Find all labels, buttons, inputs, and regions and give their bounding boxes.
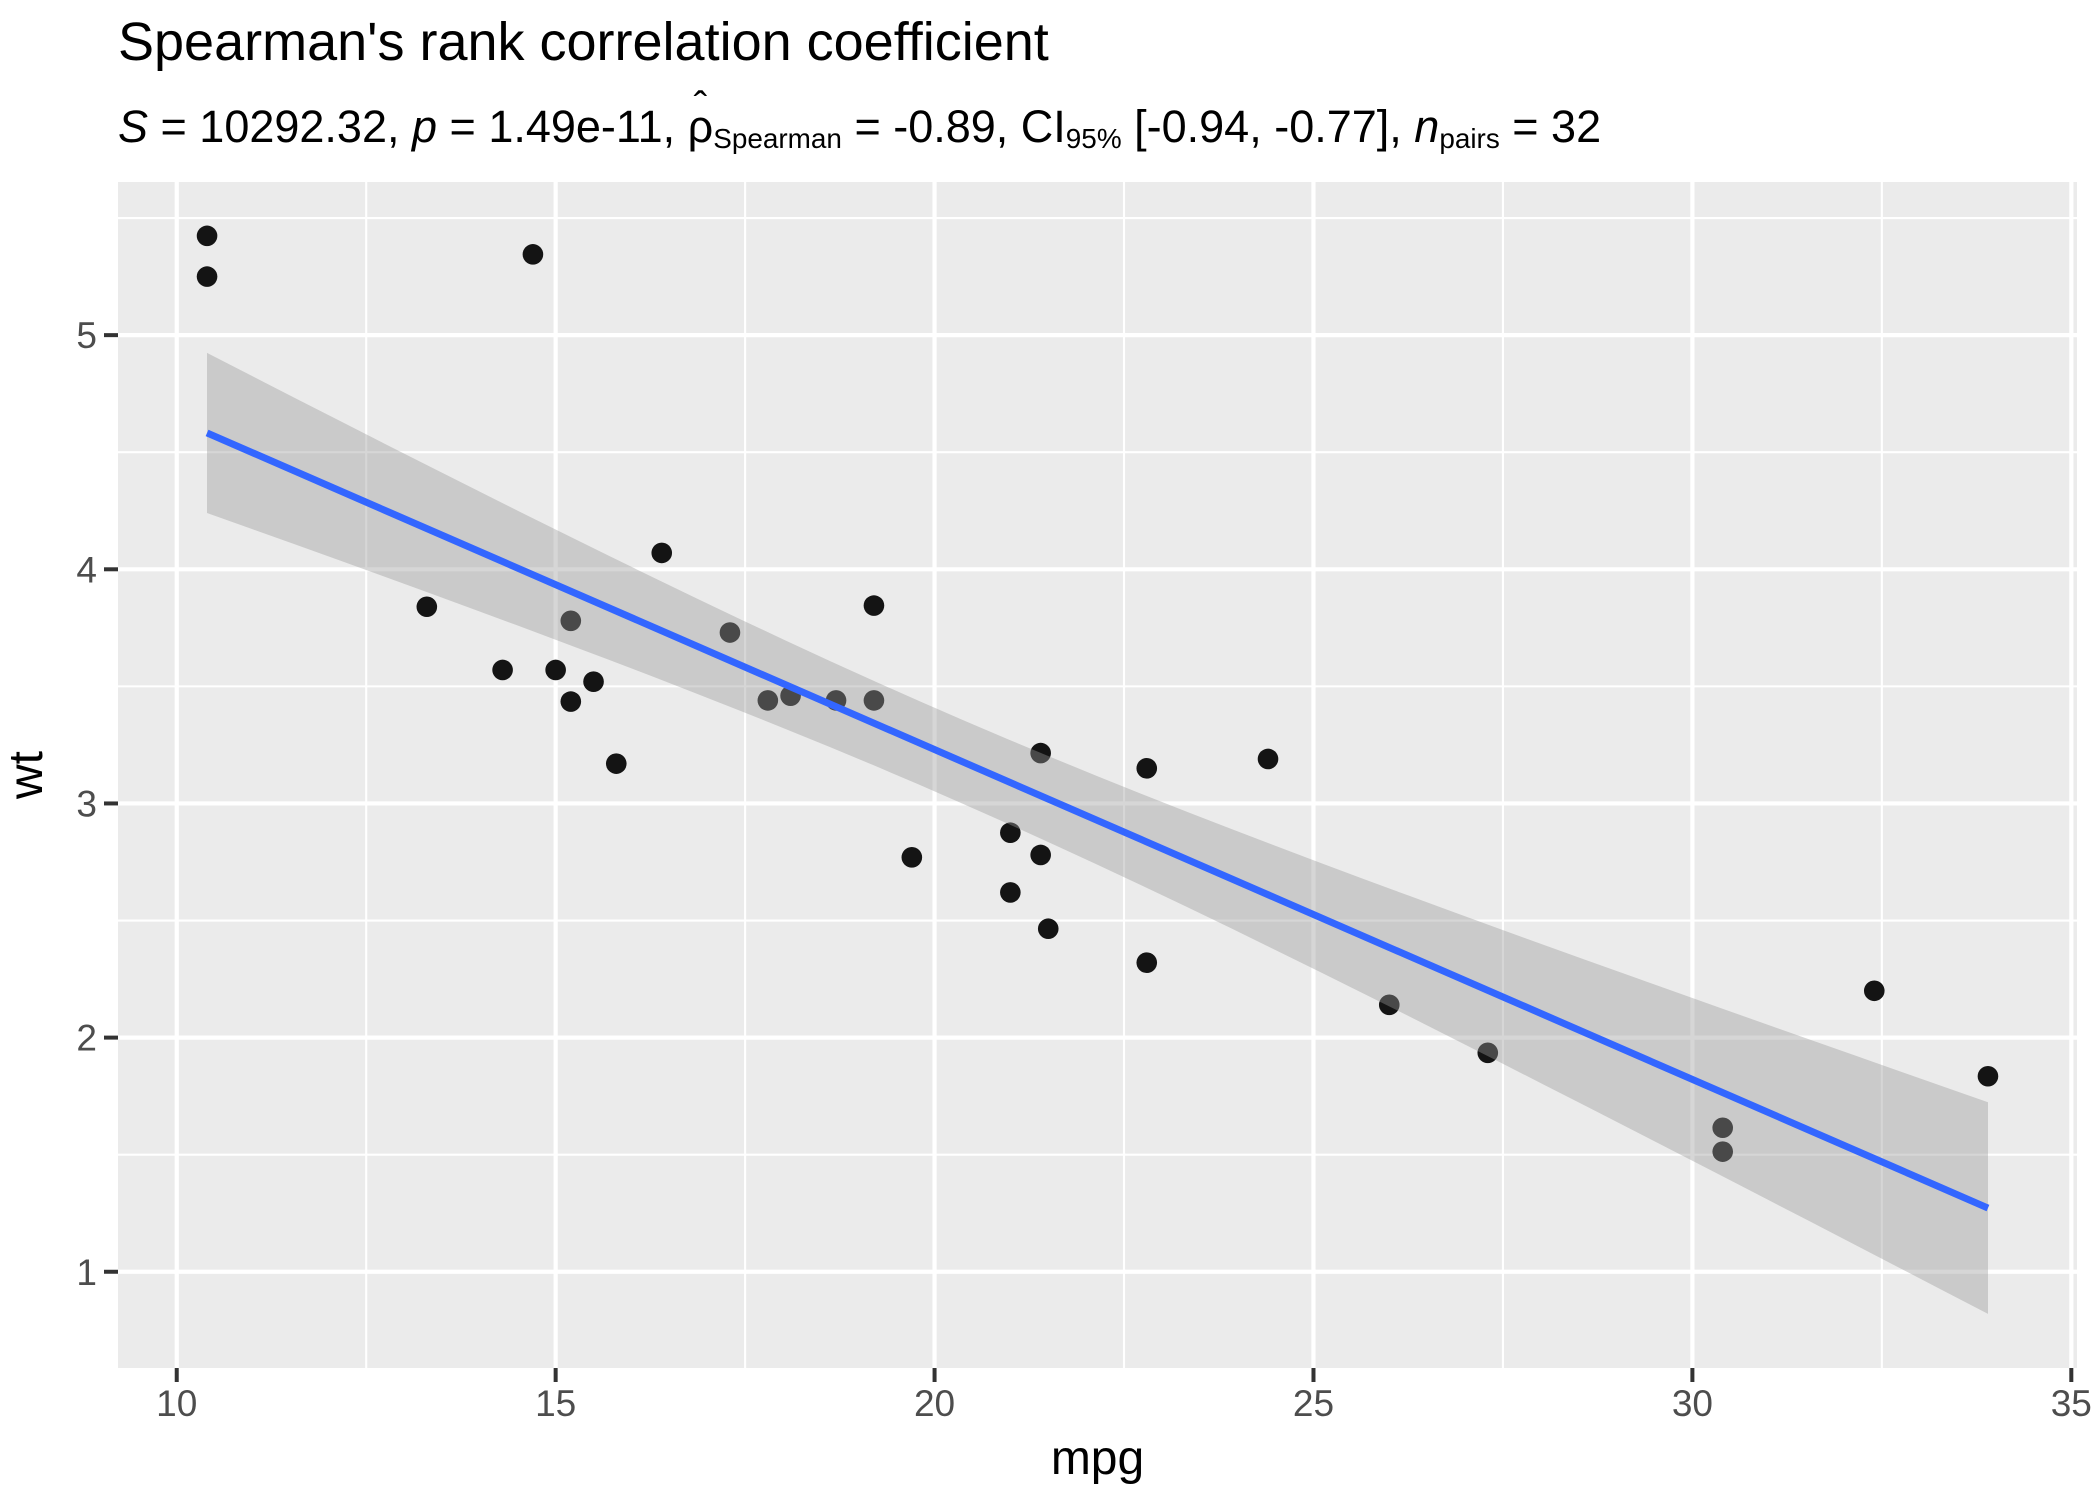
data-point [901,847,923,868]
data-point [560,610,582,632]
x-tick-label: 20 [914,1383,955,1424]
data-point [522,244,544,265]
stat-rho-value: = -0.89, [841,101,1021,152]
stat-p-symbol: p [412,101,438,152]
stat-s-value: = 10292.32, [148,101,412,152]
data-point [1030,844,1051,866]
data-point [1000,882,1021,903]
stat-n-symbol: n [1414,101,1440,152]
data-point [605,753,627,774]
ci-ribbon [207,352,1988,1314]
data-point [863,595,885,616]
data-point [1136,758,1158,779]
data-point [1712,1117,1734,1139]
x-axis-title: mpg [1051,1432,1144,1485]
data-point [560,691,582,712]
stat-rho-symbol: ρ [687,101,714,152]
x-tick-label: 15 [535,1383,576,1424]
data-point [1477,1042,1499,1064]
data-point [651,542,673,564]
plot-title: Spearman's rank correlation coefficient [118,12,1049,72]
data-point [1000,822,1021,844]
data-point [196,225,218,247]
plot-panel [118,182,2077,1368]
stat-ci-subscript: 95% [1065,123,1122,155]
data-point [1378,994,1400,1016]
y-tick-label: 4 [76,549,97,590]
y-tick-label: 3 [76,783,97,824]
data-point [196,266,218,287]
stat-n-subscript: pairs [1439,123,1500,155]
data-point [1863,980,1885,1002]
stat-n-value: = 32 [1499,101,1602,152]
stat-ci-value: [-0.94, -0.77], [1121,101,1415,152]
x-tick-label: 30 [1672,1383,1713,1424]
plot-subtitle: S = 10292.32, p = 1.49e-11, ˆ ρSpearman =… [118,83,1602,155]
y-tick-label: 2 [76,1018,97,1059]
data-point [1977,1065,1999,1087]
x-tick-label: 25 [1293,1383,1334,1424]
stat-rho-subscript: Spearman [713,123,842,155]
y-tick-label: 5 [76,315,97,356]
stat-ci-label: CI [1020,101,1066,152]
data-point [1257,748,1279,770]
x-tick-label: 35 [2051,1383,2092,1424]
data-point [863,690,885,711]
data-point [583,671,604,692]
y-axis-title: wt [0,751,53,800]
stat-s-symbol: S [118,101,149,152]
data-point [1712,1141,1734,1162]
data-point [416,596,438,618]
data-point [1037,918,1059,940]
data-point [1030,742,1051,764]
y-tick-label: 1 [76,1252,97,1293]
x-tick-label: 10 [156,1383,197,1424]
data-point [757,690,779,711]
data-point [719,622,741,643]
stat-p-value: = 1.49e-11, [437,101,688,152]
data-point [545,659,566,681]
data-point [1136,952,1158,973]
hat-icon: ˆ [693,83,708,130]
regression-line [205,429,1990,1212]
data-point [492,659,513,681]
